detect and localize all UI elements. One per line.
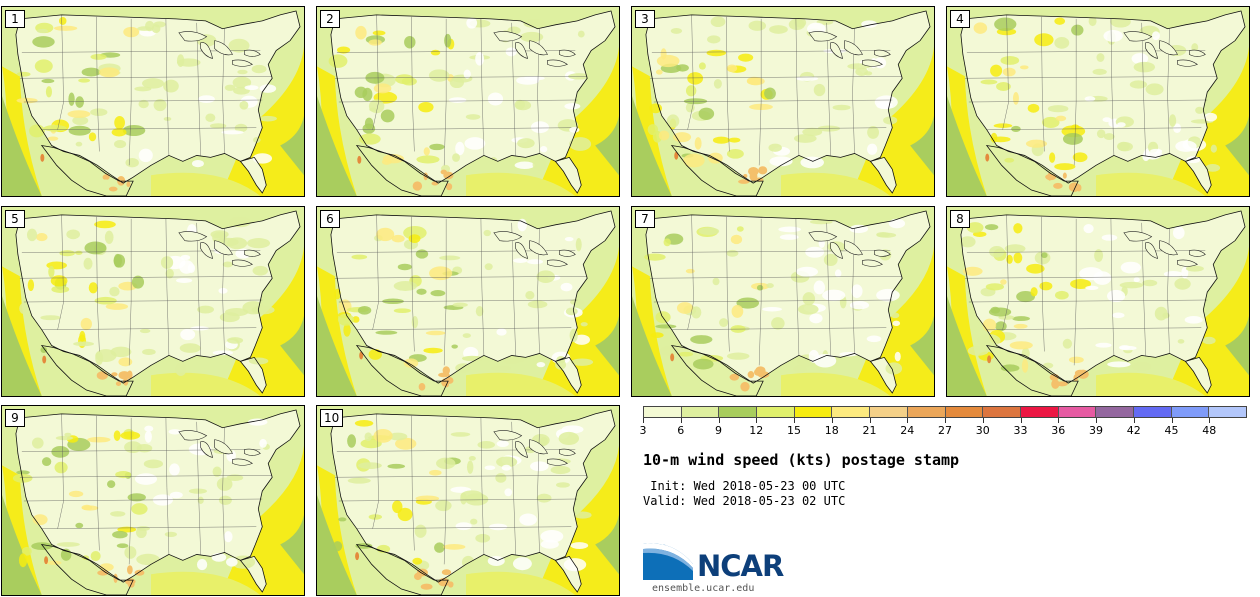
- member-map-panel: 9: [1, 405, 305, 596]
- member-number-label: 7: [635, 210, 655, 228]
- wind-speed-map: [947, 207, 1249, 396]
- ncar-logo-icon: [643, 543, 693, 580]
- wind-speed-map: [2, 7, 304, 196]
- member-number-label: 9: [5, 409, 25, 427]
- colorbar-tick: [945, 418, 946, 423]
- member-map-panel: 4: [946, 6, 1250, 197]
- colorbar-segment: [1020, 407, 1059, 417]
- colorbar-tick-label: 27: [938, 424, 952, 437]
- colorbar-segment: [719, 407, 758, 417]
- member-map-panel: 5: [1, 206, 305, 397]
- colorbar-tick-label: 33: [1013, 424, 1028, 437]
- member-number-label: 10: [320, 409, 344, 427]
- colorbar-tick-label: 36: [1051, 424, 1066, 437]
- colorbar-tick: [794, 418, 795, 423]
- member-map-panel: 1: [1, 6, 305, 197]
- colorbar-tick-label: 42: [1126, 424, 1141, 437]
- colorbar-ticks: 3 6 9 12 15 18 21 24 27 30 33 36 39 42 45 48: [639, 418, 1247, 442]
- wind-speed-map: [317, 207, 619, 396]
- colorbar-segment: [907, 407, 946, 417]
- colorbar-segment: [644, 407, 682, 417]
- colorbar-tick-label: 6: [677, 424, 685, 437]
- colorbar-segment: [757, 407, 795, 417]
- valid-time: Valid: Wed 2018-05-23 02 UTC: [643, 494, 846, 508]
- colorbar-segment: [1096, 407, 1134, 417]
- colorbar-tick: [831, 418, 833, 423]
- colorbar-segment: [1209, 407, 1246, 417]
- colorbar-tick-label: 9: [715, 424, 722, 437]
- member-map-panel: 3: [631, 6, 935, 197]
- logo-swoosh-light-icon: [643, 543, 693, 568]
- colorbar-segment: [1058, 407, 1097, 417]
- colorbar-segment: [1133, 407, 1172, 417]
- colorbar-segment: [832, 407, 871, 417]
- colorbar-tick-label: 30: [975, 424, 990, 437]
- member-number-label: 5: [5, 210, 25, 228]
- wind-speed-map: [317, 406, 619, 595]
- member-map-panel: 7: [631, 206, 935, 397]
- colorbar-tick-label: 48: [1202, 424, 1217, 437]
- colorbar-segment: [794, 407, 833, 417]
- init-time: Init: Wed 2018-05-23 00 UTC: [643, 479, 846, 493]
- colorbar-tick-label: 12: [749, 424, 764, 437]
- colorbar-tick: [982, 418, 984, 423]
- colorbar-tick: [1096, 418, 1097, 423]
- site-url: ensemble.ucar.edu: [652, 583, 755, 594]
- member-number-label: 4: [950, 10, 970, 28]
- member-number-label: 3: [635, 10, 655, 28]
- colorbar-tick: [907, 418, 909, 423]
- colorbar-tick: [1171, 418, 1173, 423]
- member-map-panel: 6: [316, 206, 620, 397]
- colorbar-tick: [1133, 418, 1135, 423]
- colorbar-tick-label: 15: [787, 424, 801, 437]
- colorbar-tick: [869, 418, 871, 423]
- colorbar-tick-label: 18: [824, 424, 839, 437]
- colorbar-segment: [870, 407, 908, 417]
- colorbar-tick-label: 39: [1089, 424, 1103, 437]
- logo-swoosh-accent-icon: [643, 548, 693, 571]
- colorbar-tick: [1209, 418, 1211, 423]
- member-number-label: 8: [950, 210, 970, 228]
- member-map-panel: 8: [946, 206, 1250, 397]
- member-map-panel: 2: [316, 6, 620, 197]
- colorbar-tick: [1058, 418, 1060, 423]
- wind-speed-map: [947, 7, 1249, 196]
- plot-title: 10-m wind speed (kts) postage stamp: [643, 451, 960, 469]
- colorbar-segment: [983, 407, 1021, 417]
- wind-speed-map: [632, 207, 934, 396]
- colorbar-tick: [718, 418, 720, 423]
- member-number-label: 1: [5, 10, 25, 28]
- colorbar-tick-label: 21: [862, 424, 877, 437]
- colorbar-tick: [1020, 418, 1022, 423]
- wind-speed-map: [2, 207, 304, 396]
- colorbar-tick-label: 24: [900, 424, 915, 437]
- wind-speed-map: [632, 7, 934, 196]
- colorbar-tick: [643, 418, 644, 423]
- wind-speed-map: [2, 406, 304, 595]
- colorbar-segment: [681, 407, 720, 417]
- colorbar-segment: [945, 407, 984, 417]
- member-number-label: 6: [320, 210, 340, 228]
- colorbar-segment: [1171, 407, 1210, 417]
- wind-speed-colorbar: [643, 406, 1247, 418]
- colorbar-tick: [756, 418, 758, 423]
- wind-speed-map: [317, 7, 619, 196]
- colorbar-tick-label: 3: [639, 424, 647, 437]
- member-number-label: 2: [320, 10, 340, 28]
- logo-text: NCAR: [697, 549, 784, 583]
- colorbar-tick-label: 45: [1164, 424, 1179, 437]
- member-map-panel: 10: [316, 405, 620, 596]
- colorbar-tick: [680, 418, 682, 423]
